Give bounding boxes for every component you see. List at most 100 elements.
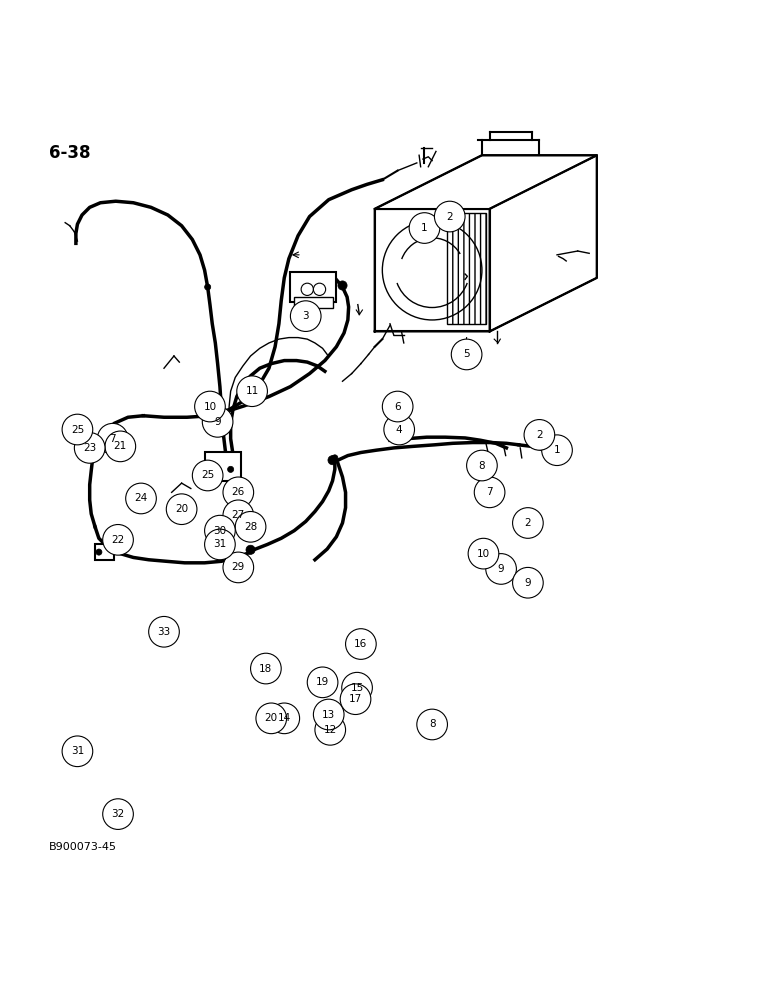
Circle shape xyxy=(195,391,225,422)
Text: 22: 22 xyxy=(112,535,125,545)
Circle shape xyxy=(228,466,234,472)
Circle shape xyxy=(149,616,179,647)
Circle shape xyxy=(204,515,236,546)
Circle shape xyxy=(332,455,338,461)
Bar xyxy=(294,297,332,308)
Circle shape xyxy=(105,431,136,462)
Circle shape xyxy=(223,500,254,531)
Circle shape xyxy=(314,699,344,730)
Circle shape xyxy=(290,301,321,331)
Text: 29: 29 xyxy=(232,562,245,572)
Circle shape xyxy=(474,477,505,508)
Text: 24: 24 xyxy=(134,493,147,503)
Text: 20: 20 xyxy=(264,713,278,723)
Circle shape xyxy=(250,653,282,684)
Circle shape xyxy=(382,391,413,422)
Text: 13: 13 xyxy=(322,710,335,720)
Text: 2: 2 xyxy=(446,212,453,222)
Text: 1: 1 xyxy=(421,223,427,233)
Circle shape xyxy=(256,703,286,734)
Text: 11: 11 xyxy=(246,386,259,396)
Text: 6: 6 xyxy=(395,402,401,412)
Text: 19: 19 xyxy=(316,677,329,687)
Text: 18: 18 xyxy=(259,664,272,674)
Circle shape xyxy=(223,552,254,583)
Text: 30: 30 xyxy=(214,526,226,536)
Text: 31: 31 xyxy=(71,746,84,756)
Text: 3: 3 xyxy=(303,311,309,321)
Circle shape xyxy=(246,545,255,554)
Text: 17: 17 xyxy=(349,694,362,704)
Circle shape xyxy=(486,554,516,584)
Circle shape xyxy=(452,339,482,370)
Text: 10: 10 xyxy=(204,402,217,412)
Text: 20: 20 xyxy=(175,504,188,514)
Circle shape xyxy=(103,799,133,829)
Text: 25: 25 xyxy=(201,470,215,480)
Circle shape xyxy=(202,407,233,437)
Text: B900073-45: B900073-45 xyxy=(49,842,117,852)
Circle shape xyxy=(62,414,93,445)
Text: 12: 12 xyxy=(324,725,337,735)
Text: 33: 33 xyxy=(158,627,171,637)
Circle shape xyxy=(126,483,156,514)
Circle shape xyxy=(301,283,314,295)
Text: 28: 28 xyxy=(244,522,257,532)
Text: 14: 14 xyxy=(278,713,291,723)
Circle shape xyxy=(328,456,337,465)
Circle shape xyxy=(269,703,300,734)
Text: 9: 9 xyxy=(498,564,505,574)
Circle shape xyxy=(346,629,376,659)
Circle shape xyxy=(342,672,372,703)
Text: 15: 15 xyxy=(350,683,363,693)
Circle shape xyxy=(236,511,266,542)
Circle shape xyxy=(204,284,211,290)
Text: 16: 16 xyxy=(354,639,367,649)
Text: 2: 2 xyxy=(536,430,543,440)
Circle shape xyxy=(384,414,414,445)
Circle shape xyxy=(98,423,128,454)
Circle shape xyxy=(315,715,346,745)
Circle shape xyxy=(434,201,465,232)
Text: 31: 31 xyxy=(213,539,226,549)
Bar xyxy=(448,213,486,324)
Text: 7: 7 xyxy=(486,487,493,497)
Text: 7: 7 xyxy=(109,434,116,444)
Circle shape xyxy=(410,213,440,243)
Text: 23: 23 xyxy=(83,443,96,453)
Text: 9: 9 xyxy=(215,417,221,427)
Circle shape xyxy=(209,411,218,420)
Text: 10: 10 xyxy=(477,549,490,559)
Text: 32: 32 xyxy=(112,809,125,819)
Circle shape xyxy=(340,684,370,715)
Circle shape xyxy=(62,736,93,767)
Circle shape xyxy=(193,460,223,491)
Circle shape xyxy=(223,477,254,508)
Text: 8: 8 xyxy=(429,719,435,729)
Circle shape xyxy=(466,450,498,481)
Text: 1: 1 xyxy=(554,445,560,455)
Text: 4: 4 xyxy=(396,425,402,435)
Bar xyxy=(95,544,114,560)
Bar xyxy=(204,452,241,481)
Circle shape xyxy=(468,538,498,569)
Circle shape xyxy=(541,435,573,466)
Text: 27: 27 xyxy=(232,510,245,520)
Circle shape xyxy=(338,281,347,290)
Text: 8: 8 xyxy=(479,461,485,471)
Circle shape xyxy=(524,420,555,450)
Text: 21: 21 xyxy=(114,441,127,451)
Circle shape xyxy=(314,283,325,295)
Text: 5: 5 xyxy=(463,349,470,359)
Circle shape xyxy=(166,494,197,525)
Circle shape xyxy=(103,525,133,555)
Circle shape xyxy=(417,709,448,740)
Circle shape xyxy=(204,529,236,560)
Bar xyxy=(290,272,336,302)
Circle shape xyxy=(512,567,543,598)
Text: 26: 26 xyxy=(232,487,245,497)
Text: 6-38: 6-38 xyxy=(49,144,90,162)
Circle shape xyxy=(512,508,543,538)
Text: 25: 25 xyxy=(71,425,84,435)
Text: 9: 9 xyxy=(525,578,531,588)
